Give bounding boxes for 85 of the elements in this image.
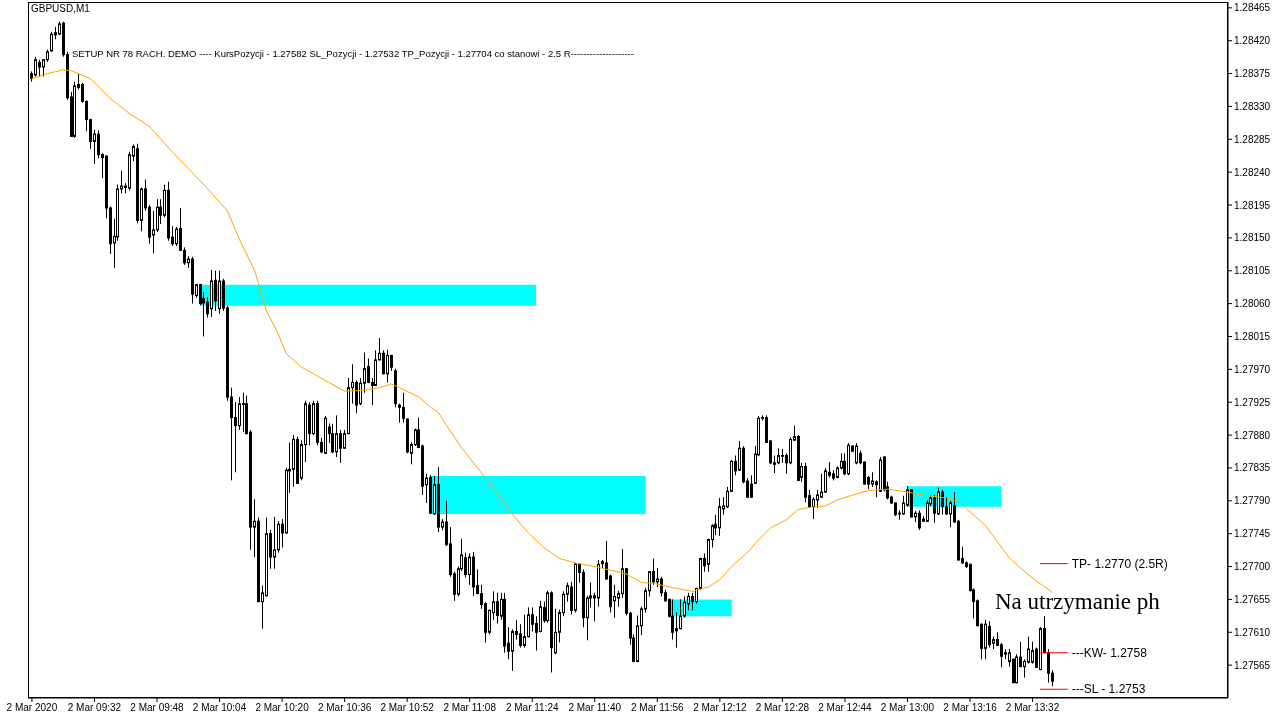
candlestick xyxy=(718,497,721,537)
candlestick xyxy=(988,620,991,649)
candlestick xyxy=(1031,641,1034,665)
y-tick-label: 1.28105 xyxy=(1234,265,1271,277)
candlestick xyxy=(382,349,385,375)
y-tick-label: 1.27925 xyxy=(1234,396,1271,408)
y-tick-label: 1.27565 xyxy=(1234,659,1271,671)
candlestick xyxy=(1000,642,1003,668)
x-tick-label: 2 Mar 11:40 xyxy=(568,702,622,714)
candlestick xyxy=(949,500,952,528)
y-tick-label: 1.27880 xyxy=(1234,429,1271,441)
line-series xyxy=(31,69,1053,593)
x-tick-label: 2 Mar 13:32 xyxy=(1005,702,1060,714)
candlestick xyxy=(523,614,526,649)
x-tick-label: 2 Mar 10:36 xyxy=(317,702,372,714)
y-tick-label: 1.28060 xyxy=(1234,298,1271,310)
candlestick xyxy=(519,623,522,649)
candlestick xyxy=(933,494,936,524)
candlestick xyxy=(355,379,358,414)
x-tick-label: 2 Mar 09:32 xyxy=(67,702,122,714)
x-tick-label: 2 Mar 11:08 xyxy=(443,702,497,714)
y-tick-label: 1.27835 xyxy=(1234,462,1271,474)
x-tick-label: 2 Mar 13:00 xyxy=(880,702,935,714)
x-tick-label: 2 Mar 12:44 xyxy=(818,702,873,714)
y-tick-label: 1.27970 xyxy=(1234,363,1271,375)
candlestick xyxy=(238,396,241,431)
candlestick xyxy=(496,592,499,625)
x-tick-label: 2 Mar 10:20 xyxy=(255,702,310,714)
candlestick xyxy=(941,489,944,516)
x-tick-label: 2 Mar 2020 xyxy=(6,702,58,714)
candlestick xyxy=(824,467,827,494)
y-tick-label: 1.28285 xyxy=(1234,133,1271,145)
y-tick-label: 1.28240 xyxy=(1234,166,1271,178)
y-tick-label: 1.28195 xyxy=(1234,199,1271,211)
annotation: Na utrzymanie ph xyxy=(995,588,1160,616)
y-tick-label: 1.28330 xyxy=(1234,100,1271,112)
candlestick xyxy=(531,606,534,633)
candlestick xyxy=(152,210,155,254)
candlestick xyxy=(918,509,921,531)
candlestick xyxy=(675,612,678,649)
candlestick xyxy=(339,429,342,464)
x-tick-label: 2 Mar 11:56 xyxy=(631,702,685,714)
candlestick xyxy=(386,349,389,383)
y-tick-label: 1.27700 xyxy=(1234,561,1271,573)
candlestick xyxy=(1047,648,1050,684)
x-tick-label: 2 Mar 12:28 xyxy=(755,702,810,714)
candlestick xyxy=(511,628,514,672)
y-tick-label: 1.27655 xyxy=(1234,593,1271,605)
candlestick xyxy=(214,270,217,312)
x-tick-label: 2 Mar 11:24 xyxy=(505,702,559,714)
series-label: TP- 1.2770 (2.5R) xyxy=(1071,556,1168,571)
candlestick xyxy=(926,499,929,523)
candlestick xyxy=(156,198,159,233)
chart-title: GBPUSD,M1 xyxy=(31,3,90,14)
y-tick-label: 1.28015 xyxy=(1234,331,1271,343)
annotation: SETUP NR 78 RACH. DEMO ---- KursPozycji - 1.27582 SL_Pozycji - 1.27532 TP_Pozycji - 1.27704 co stanowi - 2.5 R-------------------- xyxy=(72,48,634,60)
x-tick-label: 2 Mar 10:52 xyxy=(380,702,435,714)
candlestick xyxy=(855,442,858,465)
candlestick xyxy=(331,423,334,454)
y-tick-label: 1.27745 xyxy=(1234,528,1271,540)
candlestick xyxy=(97,130,100,159)
candlestick xyxy=(679,598,682,630)
candlestick xyxy=(789,436,792,465)
candlestick xyxy=(367,357,370,384)
y-tick-label: 1.27610 xyxy=(1234,626,1271,638)
candlestick xyxy=(175,226,178,247)
x-tick-label: 2 Mar 12:12 xyxy=(693,702,747,714)
candlestick xyxy=(273,516,276,570)
candlestick xyxy=(1027,636,1030,665)
x-tick-label: 2 Mar 09:48 xyxy=(130,702,185,714)
candlestick xyxy=(468,552,471,586)
y-tick-label: 1.28150 xyxy=(1234,232,1271,244)
series-label: ---KW- 1.2758 xyxy=(1071,645,1148,660)
series-label: ---SL - 1.2753 xyxy=(1071,682,1146,697)
candlestick xyxy=(820,473,823,499)
y-tick-label: 1.27790 xyxy=(1234,495,1271,507)
x-tick-label: 2 Mar 10:04 xyxy=(192,702,247,714)
x-tick-label: 2 Mar 13:16 xyxy=(943,702,998,714)
y-tick-label: 1.28420 xyxy=(1234,35,1271,47)
y-tick-label: 1.28465 xyxy=(1234,2,1271,14)
candlestick xyxy=(816,489,819,509)
y-tick-label: 1.28375 xyxy=(1234,68,1271,80)
candlestick xyxy=(937,487,940,516)
candlestick xyxy=(335,414,338,458)
candlestick xyxy=(464,552,467,578)
